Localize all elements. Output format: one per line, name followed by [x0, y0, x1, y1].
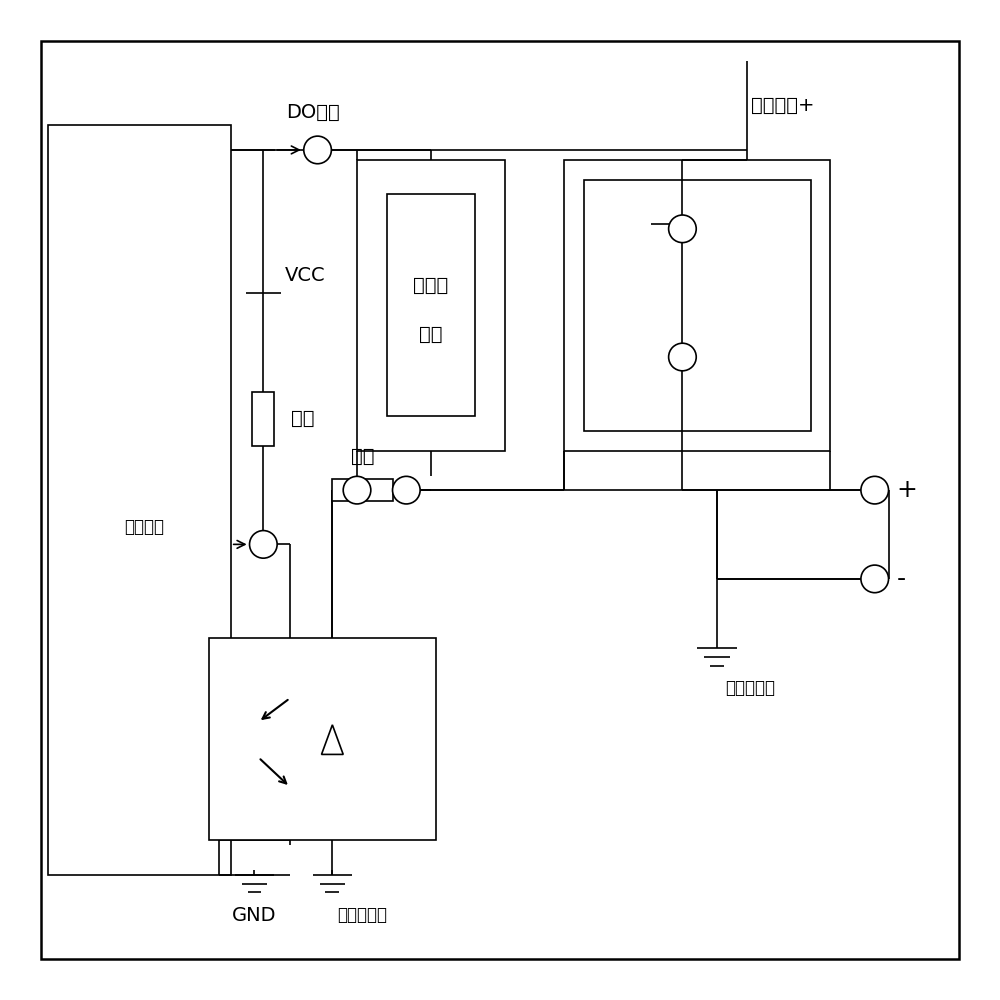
Circle shape — [861, 476, 889, 504]
Text: +: + — [896, 478, 917, 502]
Circle shape — [669, 343, 696, 371]
Bar — [209, 638, 436, 840]
Circle shape — [250, 531, 277, 558]
Text: 电阻: 电阻 — [291, 409, 314, 428]
Text: 线圈: 线圈 — [419, 325, 443, 344]
Circle shape — [669, 215, 696, 243]
Bar — [357, 160, 505, 451]
Bar — [252, 392, 274, 446]
Bar — [387, 194, 475, 416]
Text: GND: GND — [232, 906, 277, 925]
Text: DO控制: DO控制 — [286, 103, 340, 122]
Text: 电阻: 电阻 — [351, 446, 374, 465]
Text: 查询电压地: 查询电压地 — [725, 679, 775, 697]
Text: VCC: VCC — [285, 266, 326, 285]
Text: 查询电压地: 查询电压地 — [337, 906, 387, 924]
Text: 继电器: 继电器 — [413, 276, 449, 295]
Bar — [48, 125, 231, 875]
Bar — [564, 160, 830, 451]
Circle shape — [343, 476, 371, 504]
Circle shape — [304, 136, 331, 164]
Bar — [584, 180, 811, 431]
Text: -: - — [896, 567, 906, 591]
Circle shape — [861, 565, 889, 593]
Circle shape — [393, 476, 420, 504]
Bar — [332, 479, 393, 501]
Text: 回读控制: 回读控制 — [125, 518, 165, 536]
Text: 查询电压+: 查询电压+ — [751, 96, 815, 115]
